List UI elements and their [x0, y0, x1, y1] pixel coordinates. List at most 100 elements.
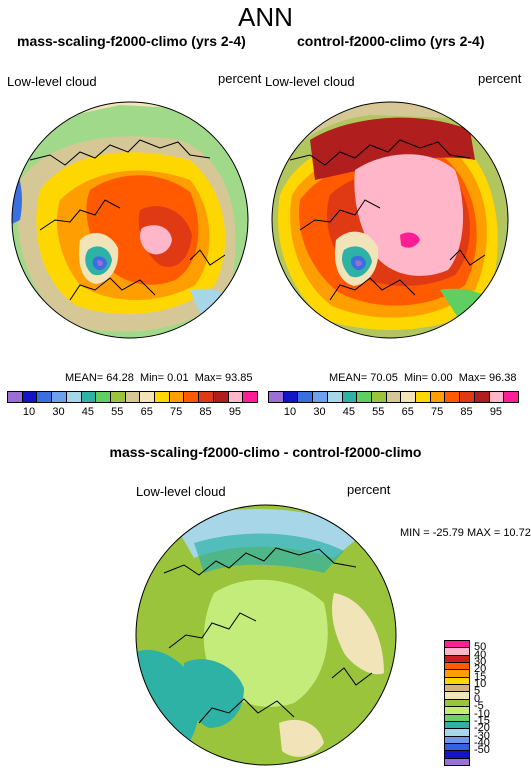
left-mean-label: MEAN=	[65, 372, 104, 384]
colorbar-cell	[282, 391, 299, 403]
left-colorbar	[7, 391, 258, 403]
colorbar-tick-label: 85	[199, 406, 212, 418]
colorbar-cell	[488, 391, 505, 403]
colorbar-cell	[227, 391, 244, 403]
colorbar-cell	[124, 391, 141, 403]
colorbar-cell	[503, 391, 519, 403]
colorbar-cell	[415, 391, 431, 403]
left-max-label: Max=	[194, 372, 222, 384]
right-max-label: Max=	[458, 372, 486, 384]
left-max-value: 93.85	[224, 372, 253, 384]
diff-colorbar-tick-label: 5	[474, 685, 481, 698]
right-colorbar	[268, 391, 519, 403]
colorbar-tick-label: 75	[430, 406, 444, 418]
colorbar-tick-label: 45	[81, 406, 94, 418]
left-polar-map	[11, 101, 249, 339]
left-units-label: percent	[218, 71, 262, 86]
right-panel-title: control-f2000-climo (yrs 2-4)	[297, 33, 485, 49]
left-pink-region	[140, 225, 172, 255]
colorbar-tick-label: 30	[313, 406, 326, 418]
colorbar-cell	[36, 391, 53, 403]
colorbar-tick-label: 10	[22, 406, 36, 418]
left-mean-value: 64.28	[106, 372, 134, 384]
left-stats: MEAN= 64.28 Min= 0.01 Max= 93.85	[65, 372, 253, 384]
left-min-label: Min=	[139, 372, 165, 384]
colorbar-cell	[109, 391, 126, 403]
diff-coastline	[163, 547, 373, 724]
right-min-label: Min=	[403, 372, 429, 384]
colorbar-tick-label: 45	[342, 406, 355, 418]
colorbar-cell	[341, 391, 358, 403]
right-coastline	[289, 139, 486, 301]
right-min-value: 0.00	[431, 372, 453, 384]
right-stats: MEAN= 70.05 Min= 0.00 Max= 96.38	[329, 372, 517, 384]
diff-colorbar-tick-label: 50	[474, 641, 487, 654]
diff-colorbar-tick-label: -15	[474, 714, 490, 727]
diff-colorbar-tick-label: 30	[474, 656, 487, 669]
diff-colorbar-tick-label: 10	[474, 678, 487, 691]
colorbar-tick-label: 30	[52, 406, 65, 418]
diff-teal-top	[194, 533, 344, 573]
right-polar-map	[271, 101, 509, 339]
colorbar-cell	[268, 391, 284, 403]
colorbar-cell	[198, 391, 214, 403]
colorbar-tick-label: 75	[169, 406, 183, 418]
diff-cream-spot	[279, 719, 324, 757]
right-magenta-spot	[400, 232, 420, 248]
colorbar-cell	[95, 391, 111, 403]
diff-colorbar-cell	[444, 757, 470, 766]
colorbar-tick-label: 65	[401, 406, 414, 418]
diff-colorbar-tick-label: -5	[474, 700, 484, 713]
colorbar-cell	[154, 391, 170, 403]
diff-colorbar-tick-label: 20	[474, 663, 487, 676]
colorbar-cell	[385, 391, 402, 403]
colorbar-cell	[429, 391, 446, 403]
right-max-value: 96.38	[488, 372, 517, 384]
colorbar-tick-label: 85	[460, 406, 473, 418]
left-variable-label: Low-level cloud	[7, 74, 97, 89]
diff-units-label: percent	[347, 482, 391, 497]
right-variable-label: Low-level cloud	[265, 74, 355, 89]
figure-title: ANN	[238, 2, 293, 32]
diff-colorbar-ticks: 50 40 30 20 15 10 5 0 -5 -10 -15 -20 -30 -40 -50	[474, 640, 514, 765]
diff-colorbar-tick-label: 40	[474, 648, 487, 661]
diff-variable-label: Low-level cloud	[136, 484, 226, 499]
diff-minmax: MIN = -25.79 MAX = 10.72	[400, 527, 531, 539]
left-min-value: 0.01	[167, 372, 189, 384]
colorbar-cell	[21, 391, 38, 403]
colorbar-cell	[168, 391, 185, 403]
colorbar-cell	[444, 391, 461, 403]
diff-colorbar	[444, 640, 470, 766]
colorbar-cell	[356, 391, 372, 403]
colorbar-cell	[51, 391, 67, 403]
right-mean-value: 70.05	[370, 372, 398, 384]
diff-colorbar-tick-label: -20	[474, 722, 490, 735]
diff-map-border	[135, 504, 397, 766]
colorbar-cell	[7, 391, 23, 403]
diff-colorbar-tick-label: -40	[474, 736, 490, 749]
colorbar-tick-label: 95	[228, 406, 242, 418]
colorbar-tick-label: 55	[372, 406, 385, 418]
left-map-border	[11, 101, 249, 339]
left-colorbar-ticks: 10 30 45 55 65 75 85 95	[7, 406, 257, 420]
right-dark-red-region	[310, 117, 475, 180]
right-colorbar-ticks: 10 30 45 55 65 75 85 95	[268, 406, 518, 420]
diff-colorbar-tick-label: -30	[474, 729, 490, 742]
colorbar-tick-label: 95	[489, 406, 503, 418]
diff-teal-greenland	[183, 659, 244, 728]
diff-colorbar-tick-label: 0	[474, 692, 481, 705]
colorbar-tick-label: 10	[283, 406, 297, 418]
right-map-border	[271, 101, 509, 339]
colorbar-cell	[326, 391, 343, 403]
colorbar-cell	[65, 391, 82, 403]
diff-colorbar-tick-label: -50	[474, 744, 490, 757]
diff-polar-map	[135, 504, 397, 766]
colorbar-cell	[80, 391, 97, 403]
diff-panel-title: mass-scaling-f2000-climo - control-f2000…	[109, 444, 422, 460]
right-greenland-purple	[355, 260, 362, 267]
colorbar-cell	[212, 391, 229, 403]
left-panel-title: mass-scaling-f2000-climo (yrs 2-4)	[17, 33, 246, 49]
colorbar-cell	[297, 391, 314, 403]
colorbar-tick-label: 65	[140, 406, 153, 418]
colorbar-cell	[139, 391, 156, 403]
